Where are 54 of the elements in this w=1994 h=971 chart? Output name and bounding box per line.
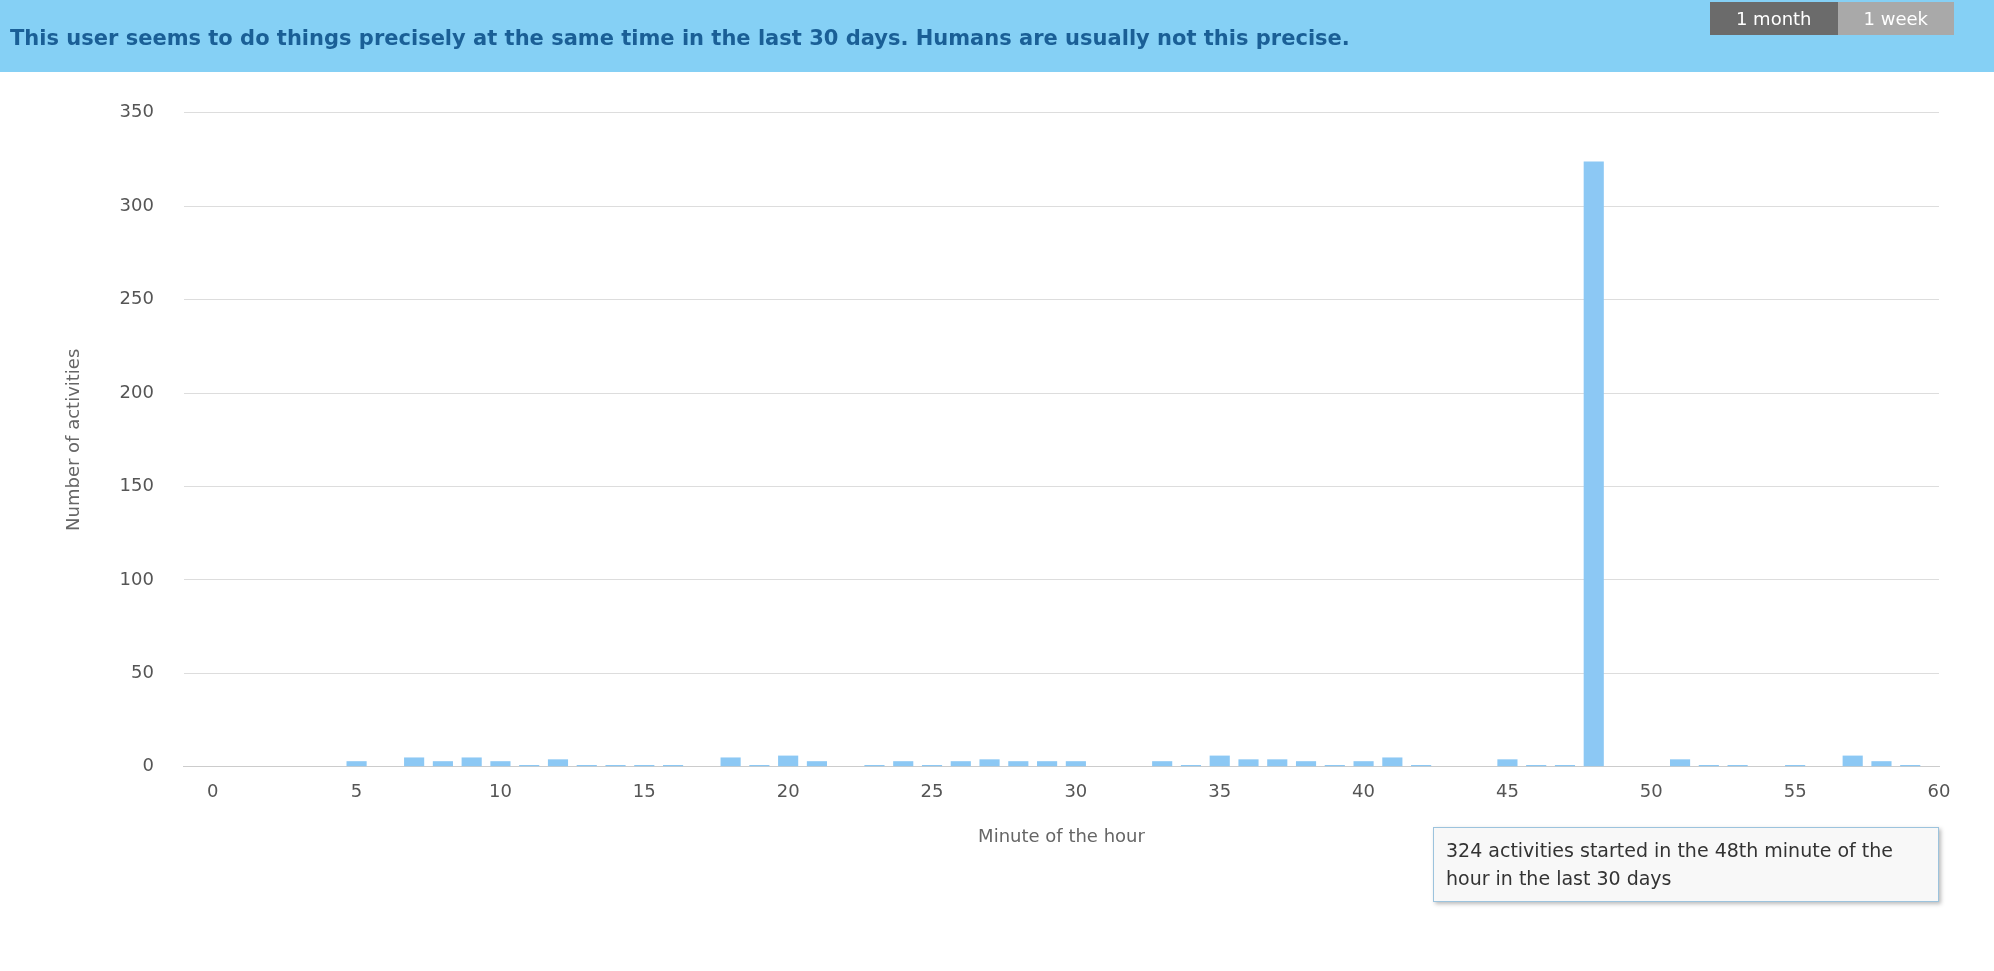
chart-title: This user seems to do things precisely at the same time in the last 30 days. Humans are usually not this precise. [10, 26, 1350, 50]
y-tick-label: 0 [142, 754, 154, 776]
bar [1353, 761, 1374, 767]
x-tick-label: 15 [632, 780, 656, 802]
x-tick-label: 20 [776, 780, 800, 802]
bar [1238, 759, 1259, 767]
bar [1669, 759, 1691, 767]
bar [893, 761, 914, 767]
x-tick-label: 0 [207, 780, 219, 802]
x-tick-label: 45 [1495, 780, 1519, 802]
bar [404, 757, 425, 767]
x-tick-label: 5 [350, 780, 363, 802]
bar [1871, 761, 1892, 767]
x-tick-label: 40 [1352, 780, 1376, 802]
bar [1008, 761, 1029, 767]
bar [979, 759, 1000, 767]
bar [1152, 761, 1173, 767]
x-tick-label: 55 [1783, 780, 1807, 802]
x-tick-label: 25 [920, 780, 944, 802]
y-tick-label: 50 [131, 661, 154, 683]
bar [806, 761, 827, 767]
y-tick-label: 150 [119, 474, 154, 496]
y-tick-label: 250 [119, 287, 154, 309]
x-axis-title: Minute of the hour [978, 824, 1146, 846]
y-tick-label: 100 [119, 567, 154, 589]
bar [950, 761, 971, 767]
bar [778, 755, 799, 767]
bar [547, 759, 569, 767]
bar [432, 761, 453, 767]
bar [1842, 755, 1863, 767]
bar [720, 757, 741, 767]
bar [1267, 759, 1288, 767]
text: 324 activities started in the 48th minute of the hour in the last 30 days [1433, 826, 1939, 902]
bar [1209, 755, 1230, 767]
x-tick-label: 60 [1927, 780, 1951, 802]
text: 1 week [1837, 2, 1954, 35]
bar [1065, 761, 1086, 767]
x-tick-label: 10 [488, 780, 512, 802]
text: 1 month [1709, 2, 1838, 35]
y-tick-label: 200 [119, 380, 154, 402]
y-tick-label: 300 [119, 193, 154, 215]
y-axis-title: Number of activities [62, 348, 84, 531]
bar [490, 761, 511, 767]
bar [1037, 761, 1058, 767]
bar [1295, 761, 1317, 767]
bar [1497, 759, 1518, 767]
bar [461, 757, 482, 767]
x-tick-label: 35 [1208, 780, 1232, 802]
y-tick-label: 350 [119, 100, 154, 122]
x-tick-label: 30 [1064, 780, 1088, 802]
bar [1583, 161, 1604, 767]
x-tick-label: 50 [1639, 780, 1663, 802]
bar [1382, 757, 1403, 767]
bar [346, 761, 367, 767]
